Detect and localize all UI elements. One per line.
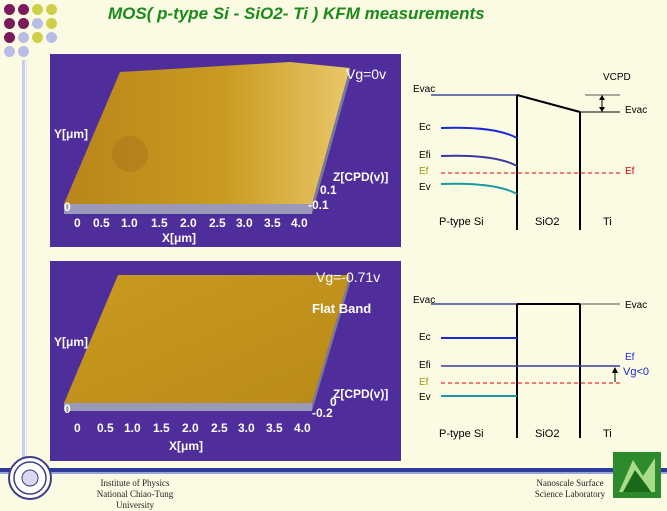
university-logo bbox=[8, 456, 52, 500]
origin-label: 0 bbox=[64, 402, 71, 416]
x-tick: 2.5 bbox=[209, 216, 226, 230]
region-label: P-type Si bbox=[439, 428, 484, 440]
x-tick: 3.0 bbox=[236, 216, 253, 230]
gate-voltage-sign-label: Vg<0 bbox=[623, 366, 649, 378]
band-diagram-2: Evac Evac Ec Efi Ef Ef Vg<0 Ev P-type Si… bbox=[405, 278, 665, 463]
e-vac-left-label: Evac bbox=[413, 84, 436, 95]
x-tick: 3.0 bbox=[238, 421, 255, 435]
kfm-image-panel-1: Vg=0v Y[μm] Z[CPD(v)] 0.1 -0.1 0 0 0.5 1… bbox=[50, 54, 401, 247]
x-tick: 2.5 bbox=[211, 421, 228, 435]
footer-institute: Institute of Physics National Chiao-Tung… bbox=[80, 478, 190, 511]
footer-bar bbox=[0, 472, 667, 474]
region-label: Ti bbox=[603, 216, 612, 228]
lab-logo-icon bbox=[619, 458, 655, 492]
x-tick: 2.0 bbox=[180, 216, 197, 230]
region-label: P-type Si bbox=[439, 216, 484, 228]
x-tick: 1.0 bbox=[121, 216, 138, 230]
e-fi-label: Efi bbox=[419, 360, 431, 371]
z-axis-label: Z[CPD(v)] bbox=[333, 387, 389, 401]
x-tick: 0 bbox=[74, 421, 81, 435]
e-fi-label: Efi bbox=[419, 150, 431, 161]
decorative-line bbox=[22, 60, 25, 460]
x-tick: 4.0 bbox=[291, 216, 308, 230]
x-tick: 3.5 bbox=[264, 216, 281, 230]
surface-plot-2 bbox=[64, 275, 350, 411]
e-vac-left-label: Evac bbox=[413, 295, 436, 306]
origin-label: 0 bbox=[64, 200, 71, 214]
kfm-image-panel-2: Vg=-0.71v Flat Band Y[μm] Z[CPD(v)] 0 -0… bbox=[50, 261, 401, 461]
footer-institute-line2: National Chiao-Tung University bbox=[96, 489, 174, 510]
x-tick: 0.5 bbox=[93, 216, 110, 230]
y-axis-label: Y[μm] bbox=[54, 127, 89, 141]
region-label: Ti bbox=[603, 428, 612, 440]
gate-voltage-label: Vg=-0.71v bbox=[316, 269, 381, 285]
e-f-right-label: Ef bbox=[625, 166, 635, 177]
region-label: SiO2 bbox=[535, 216, 560, 228]
footer-lab-line2: Science Laboratory bbox=[534, 489, 606, 499]
z-tick: -0.2 bbox=[312, 406, 333, 420]
x-tick: 1.0 bbox=[124, 421, 141, 435]
title-text: MOS( p-type Si - SiO2- Ti ) KFM measurem… bbox=[108, 4, 485, 23]
x-axis-label: X[μm] bbox=[169, 439, 204, 453]
lab-logo bbox=[613, 452, 661, 498]
flat-band-label: Flat Band bbox=[312, 301, 372, 316]
z-tick: 0.1 bbox=[320, 183, 337, 197]
cpd-label: VCPD bbox=[603, 72, 631, 83]
x-tick: 0 bbox=[74, 216, 81, 230]
surface-plot-1 bbox=[64, 62, 350, 214]
gate-voltage-label: Vg=0v bbox=[346, 66, 387, 82]
x-tick: 1.5 bbox=[153, 421, 170, 435]
footer-bar bbox=[0, 468, 667, 472]
band-diagram-1: Evac Evac VCPD Ec Efi Ef Ef Ev P-type Si… bbox=[405, 70, 665, 255]
z-axis-label: Z[CPD(v)] bbox=[333, 170, 389, 184]
x-axis-label: X[μm] bbox=[162, 231, 197, 245]
band-lines-1 bbox=[431, 94, 620, 230]
e-v-label: Ev bbox=[419, 182, 431, 193]
decorative-line bbox=[26, 60, 27, 460]
footer-lab-line1: Nanoscale Surface bbox=[536, 478, 604, 488]
z-tick: -0.1 bbox=[308, 198, 329, 212]
e-f-label: Ef bbox=[419, 166, 429, 177]
e-v-label: Ev bbox=[419, 392, 431, 403]
band-lines-2 bbox=[431, 303, 620, 438]
footer-institute-line1: Institute of Physics bbox=[100, 478, 170, 488]
x-tick: 1.5 bbox=[151, 216, 168, 230]
e-f-label: Ef bbox=[419, 377, 429, 388]
x-tick: 4.0 bbox=[294, 421, 311, 435]
y-axis-label: Y[μm] bbox=[54, 335, 89, 349]
x-tick: 3.5 bbox=[266, 421, 283, 435]
seal-icon bbox=[13, 461, 47, 495]
x-tick: 0.5 bbox=[97, 421, 114, 435]
e-c-label: Ec bbox=[419, 332, 431, 343]
e-c-label: Ec bbox=[419, 122, 431, 133]
x-tick: 2.0 bbox=[182, 421, 199, 435]
e-vac-right-label: Evac bbox=[625, 300, 648, 311]
region-label: SiO2 bbox=[535, 428, 560, 440]
slide-title: MOS( p-type Si - SiO2- Ti ) KFM measurem… bbox=[108, 4, 485, 24]
footer-lab: Nanoscale Surface Science Laboratory bbox=[530, 478, 610, 500]
e-f-right-label: Ef bbox=[625, 352, 635, 363]
z-tick: 0 bbox=[330, 395, 337, 409]
e-vac-right-label: Evac bbox=[625, 105, 648, 116]
